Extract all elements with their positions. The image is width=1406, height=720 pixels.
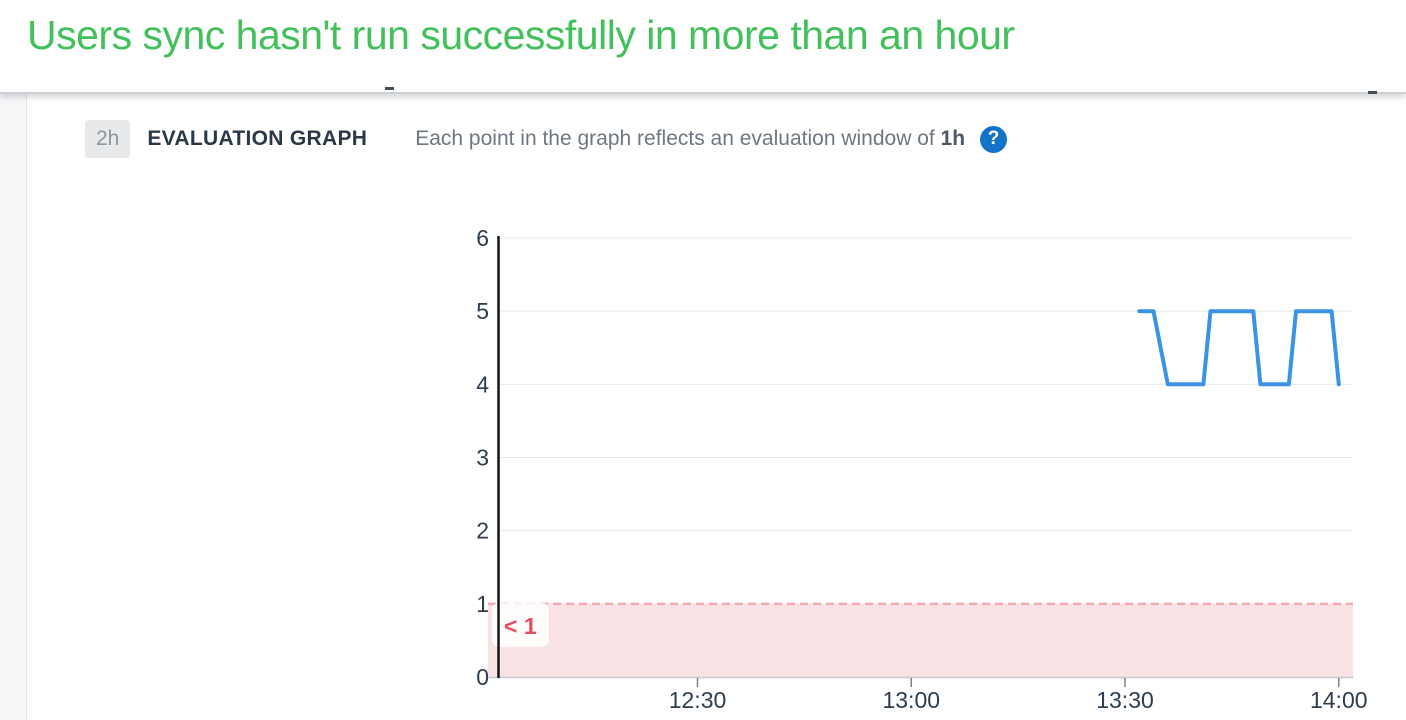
y-axis-label: 2 [476,518,489,544]
timeframe-badge: 2h [85,120,131,158]
y-axis-label: 4 [476,371,489,397]
y-axis-label: 1 [476,591,489,617]
page-title: Users sync hasn't run successfully in mo… [27,12,1015,58]
evaluation-description-text: Each point in the graph reflects an eval… [415,127,941,150]
y-axis-label: 3 [476,445,489,471]
y-axis-label: 0 [476,664,489,690]
metric-line [1137,309,1341,387]
alert-threshold-label: < 1 [504,613,537,639]
title-bar: Users sync hasn't run successfully in mo… [0,0,1406,94]
section-label: EVALUATION GRAPH [147,127,368,150]
evaluation-header: 2h EVALUATION GRAPH Each point in the gr… [85,120,1008,158]
y-axis-label: 6 [476,225,489,251]
evaluation-window-value: 1h [940,127,966,150]
divider-mark-left [385,87,394,90]
x-axis-label: 12:30 [669,687,727,713]
y-axis-label: 5 [476,298,489,324]
page-left-gutter [0,94,27,720]
help-icon[interactable]: ? [980,125,1008,153]
x-axis-label: 14:00 [1310,687,1368,713]
alert-threshold-zone [488,603,1353,677]
divider-mark-right [1368,91,1377,94]
alert-threshold-label-bg [492,602,549,647]
x-axis-label: 13:00 [882,687,940,713]
x-axis-label: 13:30 [1096,687,1154,713]
evaluation-description: Each point in the graph reflects an eval… [415,127,965,151]
